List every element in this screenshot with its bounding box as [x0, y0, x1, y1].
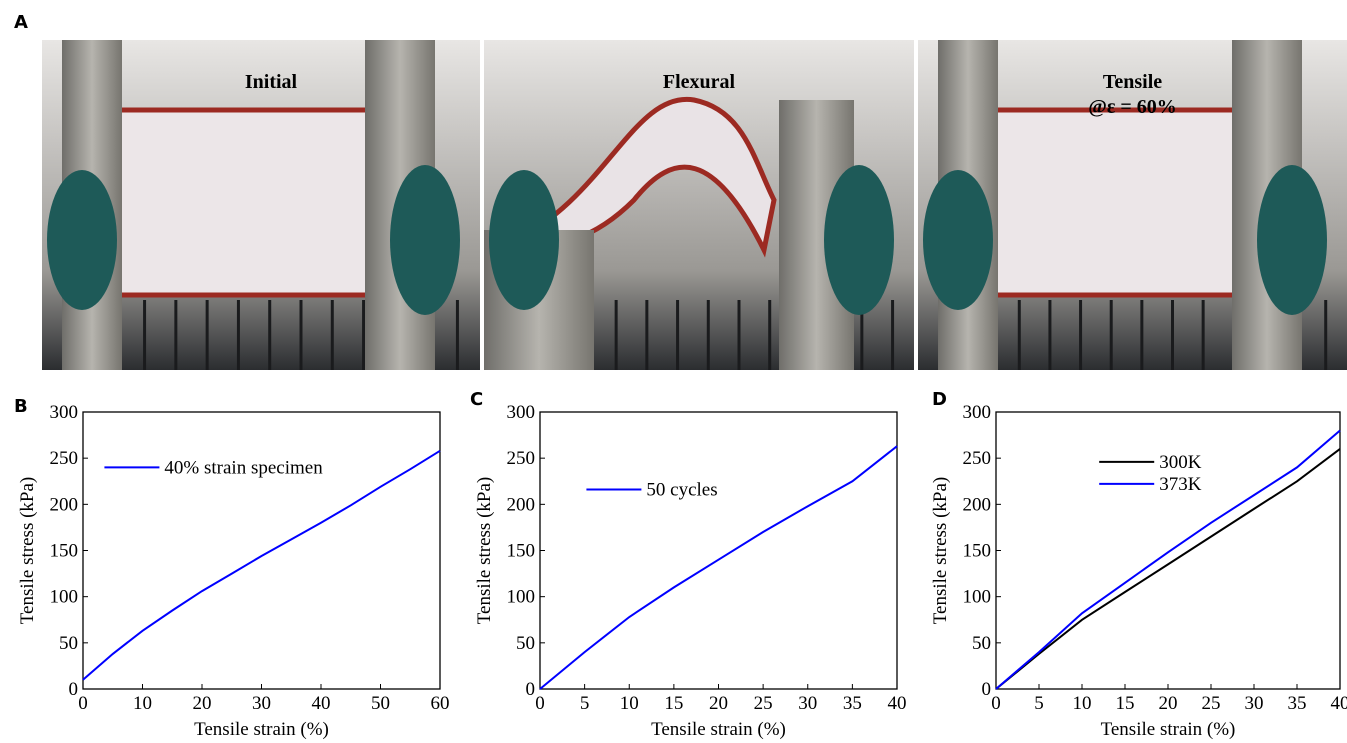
x-tick-label: 10: [1073, 693, 1092, 714]
legend-label: 40% strain specimen: [164, 457, 323, 478]
x-tick-label: 60: [431, 693, 450, 714]
x-tick-label: 40: [1331, 693, 1347, 714]
photo: Tensile @ε = 60%: [918, 40, 1347, 370]
y-tick-label: 0: [526, 679, 536, 700]
y-tick-label: 50: [516, 633, 535, 654]
y-tick-label: 250: [50, 448, 79, 469]
y-tick-label: 200: [50, 494, 79, 515]
y-tick-label: 300: [507, 402, 536, 423]
y-tick-label: 150: [507, 541, 536, 562]
photo-label: Tensile: [1103, 71, 1162, 93]
chart: 0 5 10 15 20 25 30 35 40 0 50 100 150 200 250 300 Tensil…: [930, 402, 1347, 740]
y-tick-label: 150: [50, 541, 79, 562]
x-tick-label: 10: [620, 693, 639, 714]
x-axis-label: Tensile strain (%): [651, 719, 786, 740]
photo-label: @ε = 60%: [1088, 96, 1177, 118]
legend-label: 50 cycles: [646, 480, 717, 501]
y-tick-label: 0: [982, 679, 992, 700]
panel-label: D: [932, 389, 947, 410]
y-tick-label: 150: [963, 541, 992, 562]
x-tick-label: 30: [252, 693, 271, 714]
x-tick-label: 35: [1288, 693, 1307, 714]
x-axis-label: Tensile strain (%): [1101, 719, 1236, 740]
y-axis-label: Tensile stress (kPa): [930, 477, 951, 624]
panel-labels: A B C D: [14, 12, 947, 417]
x-tick-label: 5: [580, 693, 590, 714]
x-tick-label: 40: [888, 693, 907, 714]
x-tick-label: 0: [991, 693, 1001, 714]
photo-label: Flexural: [663, 71, 736, 93]
x-tick-label: 15: [1116, 693, 1135, 714]
panel-label: B: [14, 396, 28, 417]
x-tick-label: 15: [664, 693, 683, 714]
photo: Initial: [42, 40, 491, 370]
y-tick-label: 100: [507, 587, 536, 608]
clamp: [489, 170, 559, 310]
x-axis-label: Tensile strain (%): [194, 719, 329, 740]
sample-sheet: [114, 107, 408, 298]
x-tick-label: 25: [754, 693, 773, 714]
y-tick-label: 300: [963, 402, 992, 423]
data-line: [995, 448, 1341, 690]
data-line: [995, 429, 1341, 690]
photo-strip: Initial Flexural Tensile @ε = 60%: [42, 40, 1347, 370]
y-tick-label: 0: [69, 679, 79, 700]
y-tick-label: 50: [972, 633, 991, 654]
clamp: [47, 170, 117, 310]
chart: 0 10 20 30 40 50 60 0 50 100 150 200 250 300 Tensile s…: [17, 402, 450, 740]
clamp: [390, 165, 460, 315]
x-tick-label: 25: [1202, 693, 1221, 714]
x-tick-label: 40: [312, 693, 331, 714]
panel-label: C: [470, 389, 483, 410]
x-tick-label: 20: [709, 693, 728, 714]
photo: Flexural: [484, 40, 925, 370]
y-tick-label: 300: [50, 402, 79, 423]
x-tick-label: 50: [371, 693, 390, 714]
sample-sheet: [511, 96, 777, 258]
x-tick-label: 10: [133, 693, 152, 714]
sample-sheet: [990, 107, 1275, 298]
x-tick-label: 30: [1245, 693, 1264, 714]
clamp: [824, 165, 894, 315]
chart: 0 5 10 15 20 25 30 35 40 0 50 100 150 200 250 300 Tensil…: [474, 402, 907, 740]
y-axis-label: Tensile stress (kPa): [17, 477, 38, 624]
photo-label: Initial: [245, 71, 298, 93]
y-axis-label: Tensile stress (kPa): [474, 477, 495, 624]
x-tick-label: 20: [1159, 693, 1178, 714]
x-tick-label: 5: [1034, 693, 1044, 714]
x-tick-label: 20: [193, 693, 212, 714]
data-line: [539, 445, 898, 690]
legend-label: 300K: [1159, 452, 1202, 473]
clamp: [923, 170, 993, 310]
y-tick-label: 50: [59, 633, 78, 654]
plot-frame: [539, 411, 898, 690]
panel-label: A: [14, 12, 28, 33]
y-tick-label: 250: [963, 448, 992, 469]
x-tick-label: 30: [798, 693, 817, 714]
x-tick-label: 0: [78, 693, 88, 714]
plot-frame: [82, 411, 441, 690]
data-line: [82, 449, 441, 681]
legend-label: 373K: [1159, 474, 1202, 495]
x-tick-label: 35: [843, 693, 862, 714]
y-tick-label: 200: [507, 494, 536, 515]
y-tick-label: 100: [50, 587, 79, 608]
x-tick-label: 0: [535, 693, 545, 714]
y-tick-label: 250: [507, 448, 536, 469]
y-tick-label: 100: [963, 587, 992, 608]
y-tick-label: 200: [963, 494, 992, 515]
clamp: [1257, 165, 1327, 315]
